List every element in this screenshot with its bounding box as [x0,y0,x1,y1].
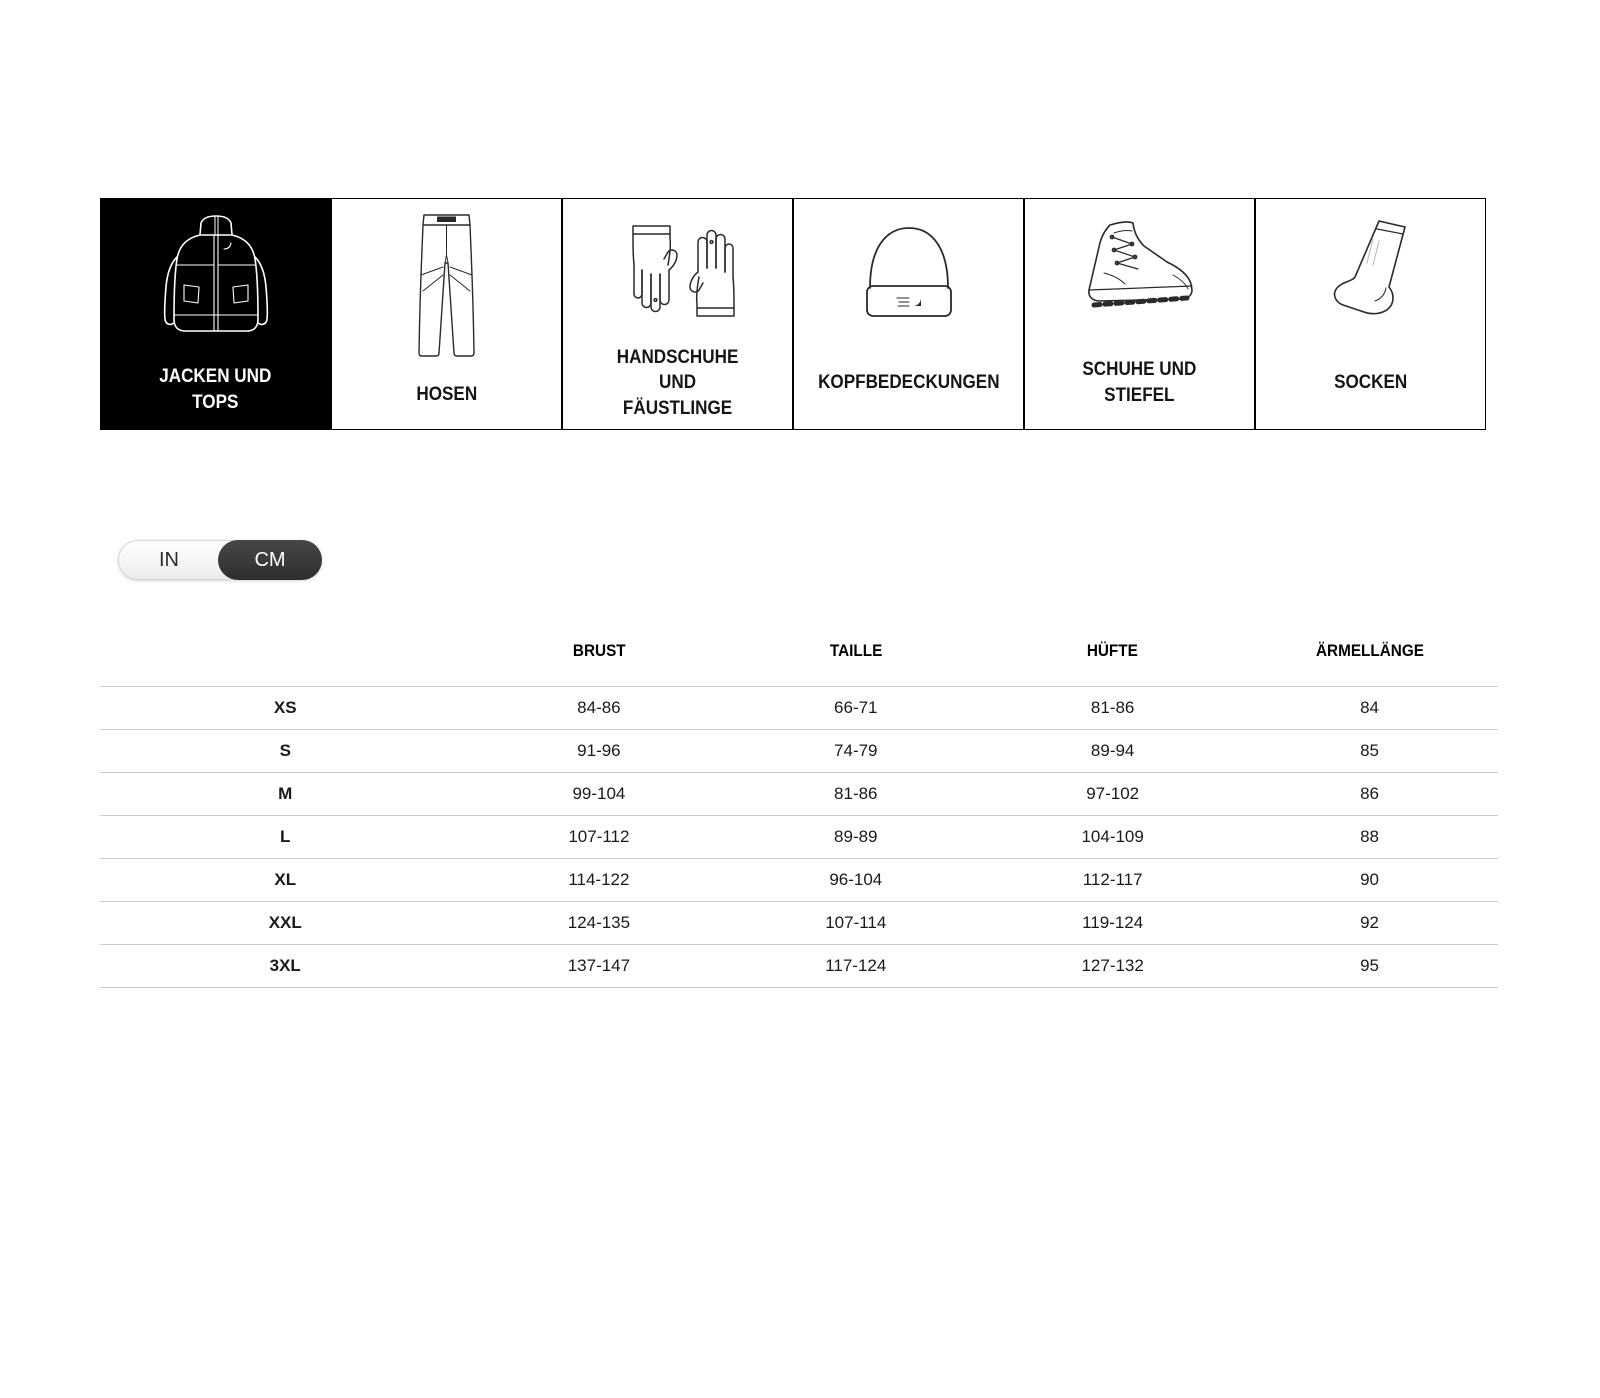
header-size [100,616,471,687]
jacket-icon [101,199,330,357]
table-header-row: BRUST TAILLE HÜFTE ÄRMELLÄNGE [100,616,1498,687]
value-cell: 88 [1241,815,1498,859]
size-table: BRUST TAILLE HÜFTE ÄRMELLÄNGE XS 84-86 6… [100,616,1498,988]
value-cell: 119-124 [984,901,1242,945]
boot-icon [1025,199,1254,343]
value-cell: 66-71 [727,686,985,730]
category-tile-hosen[interactable]: HOSEN [331,198,562,430]
value-cell: 86 [1241,772,1498,816]
size-cell: XXL [100,901,471,945]
size-cell: M [100,772,471,816]
unit-option-in-label: IN [159,548,179,571]
size-chart-page: JACKEN UND TOPS HOSEN [0,198,1600,988]
value-cell: 104-109 [984,815,1242,859]
size-table-body: XS 84-86 66-71 81-86 84 S 91-96 74-79 89… [100,686,1498,988]
value-cell: 95 [1241,944,1498,988]
value-cell: 89-94 [984,729,1242,773]
category-tiles: JACKEN UND TOPS HOSEN [100,198,1486,430]
value-cell: 97-102 [984,772,1242,816]
category-label: JACKEN UND TOPS [159,366,272,413]
category-label: SOCKEN [1333,372,1408,394]
table-row: XS 84-86 66-71 81-86 84 [100,686,1498,730]
value-cell: 91-96 [470,729,728,773]
value-cell: 117-124 [727,944,985,988]
size-cell: L [100,815,471,859]
category-label: KOPFBEDECKUNGEN [817,372,1000,394]
category-tile-kopfbedeckungen[interactable]: KOPFBEDECKUNGEN [793,198,1024,430]
value-cell: 74-79 [727,729,985,773]
value-cell: 92 [1241,901,1498,945]
unit-option-in[interactable]: IN [119,541,219,579]
table-row: XL 114-122 96-104 112-117 90 [100,858,1498,902]
gloves-icon [563,199,792,343]
value-cell: 84-86 [470,686,728,730]
category-label: HOSEN [416,384,477,406]
value-cell: 81-86 [984,686,1242,730]
value-cell: 107-112 [470,815,728,859]
value-cell: 99-104 [470,772,728,816]
category-tile-socken[interactable]: SOCKEN [1255,198,1486,430]
value-cell: 81-86 [727,772,985,816]
category-tile-schuhe[interactable]: SCHUHE UND STIEFEL [1024,198,1255,430]
value-cell: 84 [1241,686,1498,730]
category-tile-jacken-und-tops[interactable]: JACKEN UND TOPS [100,198,331,430]
unit-option-cm[interactable]: CM [218,540,322,580]
category-label: SCHUHE UND STIEFEL [1082,359,1197,406]
value-cell: 114-122 [470,858,728,902]
table-row: S 91-96 74-79 89-94 85 [100,729,1498,773]
value-cell: 124-135 [470,901,728,945]
size-cell: S [100,729,471,773]
value-cell: 85 [1241,729,1498,773]
size-cell: XS [100,686,471,730]
value-cell: 137-147 [470,944,728,988]
table-row: L 107-112 89-89 104-109 88 [100,815,1498,859]
table-row: 3XL 137-147 117-124 127-132 95 [100,944,1498,988]
beanie-icon [794,199,1023,343]
table-row: XXL 124-135 107-114 119-124 92 [100,901,1498,945]
pants-icon [332,199,561,367]
value-cell: 127-132 [984,944,1242,988]
unit-toggle[interactable]: IN CM [118,540,322,580]
header-huefte: HÜFTE [984,616,1242,687]
value-cell: 89-89 [727,815,985,859]
value-cell: 107-114 [727,901,985,945]
header-taille: TAILLE [727,616,985,687]
unit-option-cm-label: CM [254,548,286,571]
header-aermellaenge: ÄRMELLÄNGE [1241,616,1498,687]
size-cell: XL [100,858,471,902]
header-brust: BRUST [470,616,728,687]
value-cell: 90 [1241,858,1498,902]
category-tile-handschuhe[interactable]: HANDSCHUHE UND FÄUSTLINGE [562,198,793,430]
value-cell: 96-104 [727,858,985,902]
sock-icon [1256,199,1485,343]
table-row: M 99-104 81-86 97-102 86 [100,772,1498,816]
value-cell: 112-117 [984,858,1242,902]
size-cell: 3XL [100,944,471,988]
category-label: HANDSCHUHE UND FÄUSTLINGE [616,346,739,419]
